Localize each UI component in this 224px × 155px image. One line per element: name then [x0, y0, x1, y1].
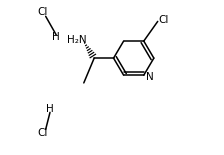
- Text: H: H: [52, 32, 60, 42]
- Text: Cl: Cl: [38, 128, 48, 138]
- Text: H: H: [46, 104, 54, 113]
- Text: Cl: Cl: [159, 15, 169, 25]
- Text: H₂N: H₂N: [67, 35, 87, 44]
- Text: N: N: [146, 73, 153, 82]
- Text: Cl: Cl: [38, 7, 48, 17]
